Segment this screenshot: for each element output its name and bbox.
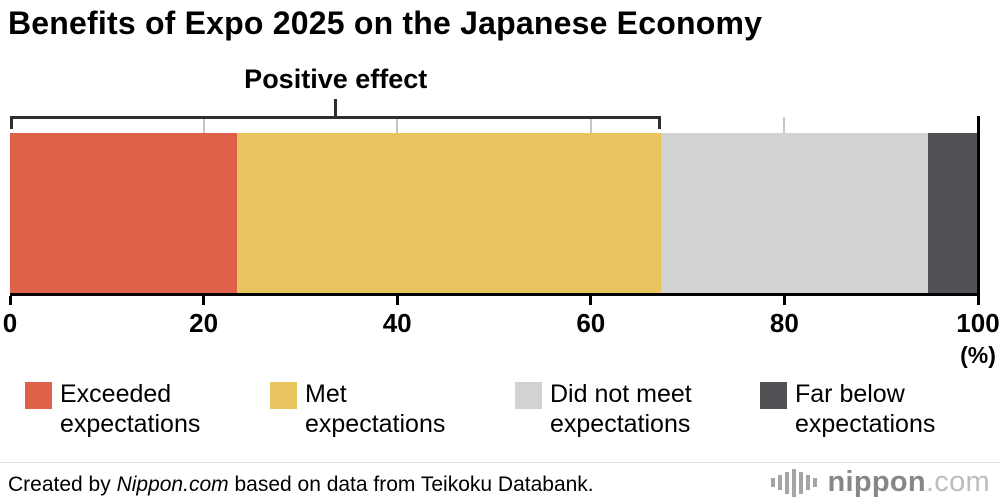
legend-item-4: Far below expectations [760, 379, 1000, 439]
axis-end-line [976, 116, 980, 296]
plot-area: Positive effect 0 20 40 60 80 100 (%) [3, 64, 1000, 368]
stacked-bar [10, 133, 978, 293]
bar-segment-met-expectations [236, 133, 662, 293]
legend-label: Exceeded expectations [60, 380, 201, 438]
legend-swatch [25, 382, 52, 409]
logo-wordmark: nippon [827, 466, 926, 498]
legend-item-3: Did not meet expectations [515, 379, 760, 439]
legend-swatch [270, 382, 297, 409]
x-tick-80 [782, 296, 786, 305]
x-tick-label-40: 40 [382, 308, 412, 338]
x-tick-label-0: 0 [2, 308, 18, 338]
x-tick-40 [395, 296, 399, 305]
legend-item-2: Met expectations [270, 379, 515, 439]
credit-source: Nippon.com [116, 473, 229, 496]
credit-line: Created by Nippon.com based on data from… [8, 473, 594, 497]
legend-label: Did not meet expectations [550, 380, 692, 438]
equalizer-bars-icon [770, 468, 820, 497]
x-tick-100 [976, 296, 980, 305]
x-tick-label-60: 60 [576, 308, 606, 338]
x-tick-60 [589, 296, 593, 305]
annotation-connector [334, 99, 338, 116]
x-tick-20 [202, 296, 206, 305]
x-tick-label-80: 80 [769, 308, 799, 338]
legend: Exceeded expectations Met expectations Did n… [25, 379, 1000, 439]
x-tick-0 [8, 296, 12, 305]
positive-effect-bracket [10, 116, 662, 129]
legend-swatch [760, 382, 787, 409]
x-tick-label-100: 100 [956, 308, 1000, 338]
legend-label: Met expectations [305, 380, 446, 438]
bar-segment-exceeded-expectations [10, 133, 237, 293]
x-axis-unit-label: (%) [960, 342, 996, 368]
credit-suffix: based on data from Teikoku Databank. [228, 473, 594, 496]
chart-title: Benefits of Expo 2025 on the Japanese Ec… [8, 5, 763, 41]
annotation-label: Positive effect [244, 64, 428, 94]
nippon-logo: nippon .com [770, 466, 990, 499]
legend-swatch [515, 382, 542, 409]
bar-segment-did-not-meet-expectations [661, 133, 928, 293]
x-tick-label-20: 20 [189, 308, 219, 338]
logo-wordmark-suffix: .com [925, 466, 990, 498]
bar-segment-far-below-expectations [927, 133, 978, 293]
x-axis-baseline [10, 293, 978, 296]
footer-divider [0, 462, 1000, 463]
legend-label: Far below expectations [795, 380, 936, 438]
credit-prefix: Created by [8, 473, 117, 496]
legend-item-1: Exceeded expectations [25, 379, 270, 439]
